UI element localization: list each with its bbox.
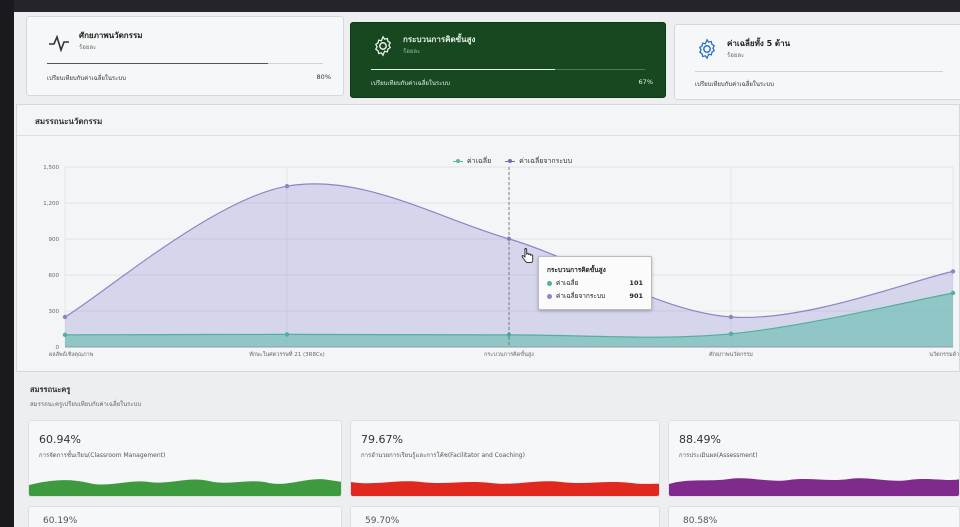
card-title: ศักยภาพนวัตกรรม: [79, 31, 143, 40]
teacher-percent: 59.70%: [365, 516, 400, 526]
teacher-card-assessment[interactable]: 88.49% การประเมินผล(Assessment): [668, 420, 960, 497]
progress-fill: [47, 63, 268, 64]
card-compare-text: เปรียบเทียบกับค่าเฉลี่ยในระบบ: [695, 81, 774, 88]
top-bar: [14, 0, 960, 12]
legend-label-series-2[interactable]: ค่าเฉลี่ยจากระบบ: [519, 157, 573, 165]
card-title: กระบวนการคิดขั้นสูง: [403, 35, 476, 44]
data-point: [950, 269, 956, 274]
progress-track: [695, 71, 943, 72]
legend-label-series-1[interactable]: ค่าเฉลี่ย: [467, 157, 492, 165]
series-area-2: [65, 183, 953, 347]
tooltip-value: 101: [629, 279, 643, 287]
panel-title: สมรรถนะนวัตกรรม: [35, 117, 103, 126]
chart-legend: ค่าเฉลี่ย ค่าเฉลี่ยจากระบบ: [453, 156, 572, 167]
teacher-card-facilitator-coaching[interactable]: 79.67% การอำนวยการเรียนรู้และการโค้ช(Fac…: [350, 420, 660, 497]
teacher-label: การอำนวยการเรียนรู้และการโค้ช(Facilitato…: [361, 452, 525, 459]
tooltip-row: ค่าเฉลี่ย 101: [547, 278, 643, 288]
teacher-percent: 79.67%: [361, 433, 403, 446]
card-higher-order-thinking[interactable]: กระบวนการคิดขั้นสูง ร้อยละ เปรียบเทียบกั…: [350, 22, 666, 98]
data-point: [728, 331, 734, 336]
card-unit: ร้อยละ: [403, 48, 421, 55]
card-percent: 80%: [316, 73, 331, 81]
card-innovation-potential[interactable]: ศักยภาพนวัตกรรม ร้อยละ เปรียบเทียบกับค่า…: [26, 16, 344, 96]
y-tick-label: 600: [49, 273, 60, 279]
tooltip-label: ค่าเฉลี่ยจากระบบ: [556, 292, 606, 300]
legend-swatch-series-1: [453, 159, 463, 163]
app-screen: ศักยภาพนวัตกรรม ร้อยละ เปรียบเทียบกับค่า…: [14, 0, 960, 527]
innovation-chart-panel: สมรรถนะนวัตกรรม ค่าเฉลี่ย ค่าเฉลี่ยจากระ…: [16, 104, 960, 372]
card-compare-text: เปรียบเทียบกับค่าเฉลี่ยในระบบ: [371, 80, 450, 87]
x-tick-label: ศักยภาพนวัตกรรม: [709, 351, 753, 358]
progress-fill: [371, 69, 555, 70]
x-tick-label: กระบวนการคิดขั้นสูง: [484, 350, 534, 358]
teacher-card-classroom-management[interactable]: 60.94% การจัดการชั้นเรียน(Classroom Mana…: [28, 420, 342, 497]
x-tick-label: ผลลัพธ์เชิงคุณภาพ: [49, 351, 94, 358]
progress-track: [47, 63, 323, 64]
sparkline-area: [669, 478, 959, 496]
data-point: [284, 184, 290, 189]
data-point: [62, 314, 68, 320]
progress-track: [371, 69, 645, 70]
y-tick-label: 0: [56, 345, 60, 351]
chart-tooltip: กระบวนการคิดขั้นสูง ค่าเฉลี่ย 101 ค่าเฉล…: [538, 256, 652, 310]
tooltip-title: กระบวนการคิดขั้นสูง: [547, 266, 606, 274]
x-tick-label: ทักษะในศตวรรษที่ 21 (3R8Cs): [249, 350, 325, 358]
tooltip-value: 901: [629, 292, 643, 300]
card-five-area-average[interactable]: ค่าเฉลี่ยทั้ง 5 ด้าน ร้อยละ เปรียบเทียบก…: [674, 24, 960, 100]
y-tick-label: 1,200: [43, 201, 59, 207]
data-point: [728, 314, 734, 320]
tooltip-row: ค่าเฉลี่ยจากระบบ 901: [547, 291, 643, 301]
x-tick-label: นวัตกรรมด้าน: [929, 351, 959, 358]
data-point: [284, 332, 290, 337]
tooltip-dot: [547, 280, 552, 286]
teacher-card-row2-2[interactable]: 59.70%: [350, 506, 660, 527]
activity-icon: [49, 34, 69, 53]
teacher-label: การประเมินผล(Assessment): [679, 452, 758, 459]
teacher-percent: 60.19%: [43, 516, 78, 526]
y-tick-label: 1,500: [43, 165, 59, 171]
data-point: [950, 290, 956, 296]
teacher-card-row2-3[interactable]: 80.58%: [668, 506, 960, 527]
card-unit: ร้อยละ: [79, 44, 97, 51]
gear-icon: [698, 38, 716, 60]
card-title: ค่าเฉลี่ยทั้ง 5 ด้าน: [727, 39, 791, 48]
sparkline-area: [351, 481, 659, 496]
teacher-card-row2-1[interactable]: 60.19%: [28, 506, 342, 527]
y-tick-label: 900: [49, 237, 60, 243]
area-chart[interactable]: 0 300 600 900 1,200 1,500 ผลลัพธ์เชิงคุณภาพ ทัก…: [17, 105, 959, 371]
y-tick-label: 300: [49, 309, 60, 315]
card-compare-text: เปรียบเทียบกับค่าเฉลี่ยในระบบ: [47, 75, 126, 82]
sparkline-area: [29, 479, 341, 496]
legend-swatch-series-2: [505, 159, 516, 163]
gear-icon: [374, 35, 392, 57]
mouse-cursor-icon: [521, 248, 534, 263]
teacher-percent: 88.49%: [679, 433, 721, 446]
card-unit: ร้อยละ: [727, 52, 745, 59]
teacher-percent: 60.94%: [39, 433, 81, 446]
teacher-section-subtitle: สมรรถนะครูเปรียบเทียบกับค่าเฉลี่ยในระบบ: [30, 401, 142, 408]
tooltip-dot: [547, 293, 552, 299]
tooltip-label: ค่าเฉลี่ย: [556, 279, 579, 287]
teacher-section-title: สมรรถนะครู: [30, 385, 71, 394]
panel-divider: [17, 135, 959, 136]
data-point: [62, 332, 68, 338]
teacher-label: การจัดการชั้นเรียน(Classroom Management): [39, 452, 166, 459]
teacher-percent: 80.58%: [683, 516, 718, 526]
card-percent: 67%: [638, 78, 653, 86]
